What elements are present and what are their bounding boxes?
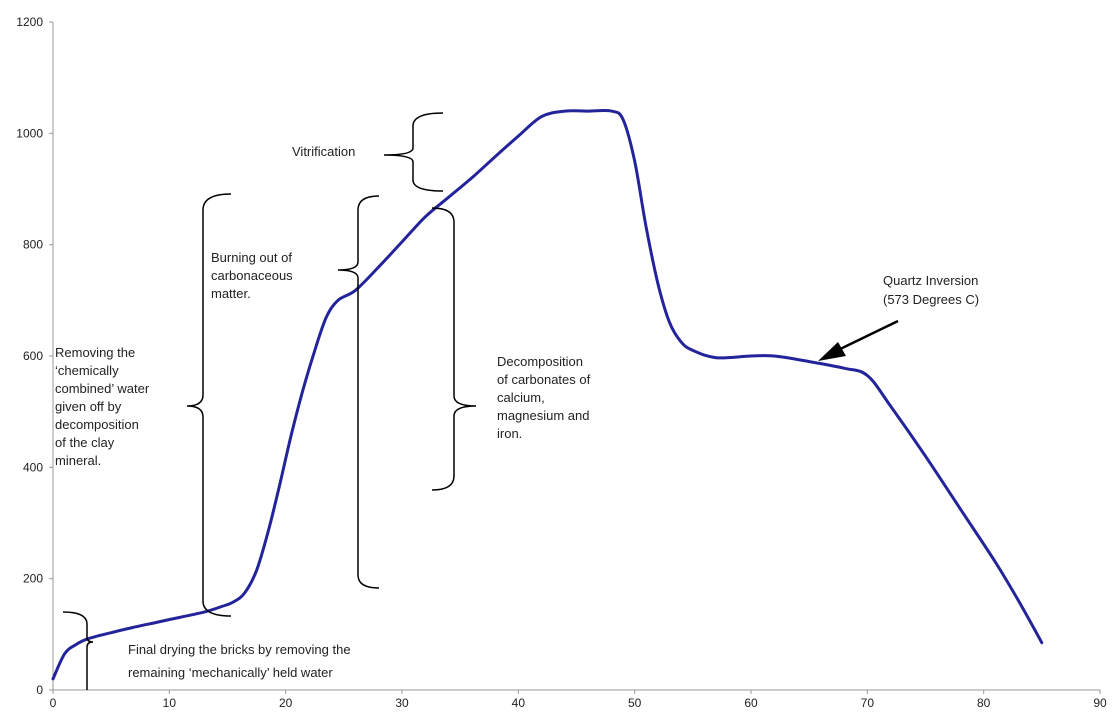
x-tick-label: 80 [977, 696, 991, 710]
arrow-shaft [833, 319, 899, 354]
series-line [51, 108, 1044, 681]
vitrification-bracket [383, 112, 444, 192]
removing-water-label-line: mineral. [55, 453, 101, 468]
removing-water-label-line: of the clay [55, 435, 115, 450]
burning-out-label-line: Burning out of [211, 250, 292, 265]
decomposition-label-line: iron. [497, 426, 522, 441]
y-tick-label: 1200 [16, 15, 43, 29]
quartz-inversion-label-line2: (573 Degrees C) [883, 292, 979, 307]
y-tick-label: 800 [23, 238, 43, 252]
x-tick-label: 90 [1093, 696, 1107, 710]
removing-water-label-line: Removing the [55, 345, 135, 360]
removing-water-bracket [186, 193, 232, 617]
burning-out-label-line: carbonaceous [211, 268, 293, 283]
x-tick-label: 50 [628, 696, 642, 710]
annotation-brackets [62, 112, 477, 690]
x-tick-label: 60 [744, 696, 758, 710]
decomposition-bracket [431, 207, 477, 491]
y-tick-label: 200 [23, 572, 43, 586]
removing-water-label-line: ‘chemically [55, 363, 119, 378]
decomposition-label-line: of carbonates of [497, 372, 591, 387]
removing-water-label-line: decomposition [55, 417, 139, 432]
final-drying-label-line2: remaining ‘mechanically’ held water [128, 665, 333, 680]
y-tick-label: 0 [36, 683, 43, 697]
x-tick-label: 40 [512, 696, 526, 710]
removing-water-label-line: given off by [55, 399, 122, 414]
decomposition-label: Decomposition of carbonates of calcium, … [497, 354, 594, 441]
x-ticks: 0 10 20 30 40 50 60 70 80 90 [50, 690, 1107, 710]
decomposition-label-line: calcium, [497, 390, 545, 405]
final-drying-label: Final drying the bricks by removing the … [128, 642, 354, 680]
final-drying-label-line1: Final drying the bricks by removing the [128, 642, 351, 657]
x-tick-label: 10 [163, 696, 177, 710]
x-tick-label: 70 [861, 696, 875, 710]
burning-out-label: Burning out of carbonaceous matter. [211, 250, 296, 301]
x-tick-label: 30 [395, 696, 409, 710]
decomposition-label-line: magnesium and [497, 408, 590, 423]
y-tick-label: 600 [23, 349, 43, 363]
vitrification-label: Vitrification [292, 144, 355, 159]
removing-water-label-line: combined’ water [55, 381, 150, 396]
y-tick-label: 400 [23, 460, 43, 474]
arrow-head [818, 342, 846, 361]
y-tick-label: 1000 [16, 126, 43, 140]
final-drying-bracket [62, 611, 94, 690]
x-tick-label: 0 [50, 696, 57, 710]
burning-out-bracket [337, 195, 380, 589]
quartz-inversion-label-line1: Quartz Inversion [883, 273, 978, 288]
decomposition-label-line: Decomposition [497, 354, 583, 369]
burning-out-label-line: matter. [211, 286, 251, 301]
quartz-inversion-label: Quartz Inversion (573 Degrees C) [883, 273, 982, 307]
y-ticks: 0 200 400 600 800 1000 1200 [16, 15, 53, 697]
quartz-inversion-arrow [818, 319, 899, 361]
removing-water-label: Removing the ‘chemically combined’ water… [55, 345, 153, 468]
x-tick-label: 20 [279, 696, 293, 710]
